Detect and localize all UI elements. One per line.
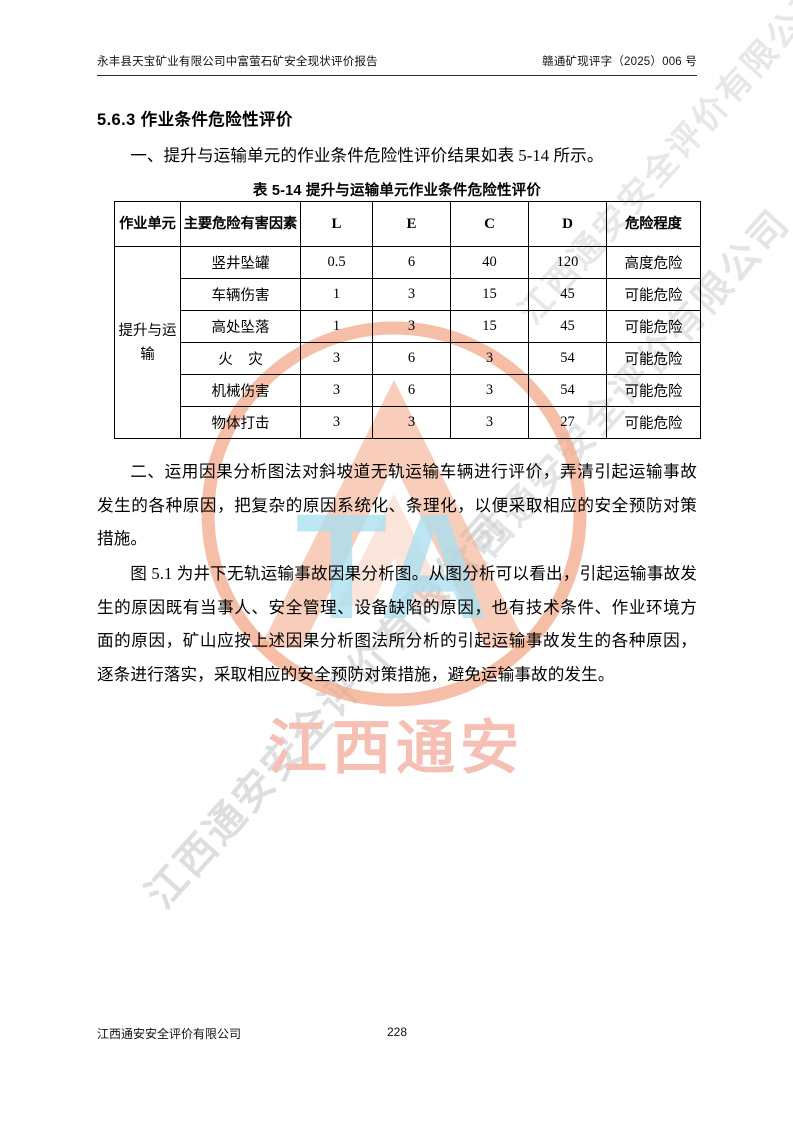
cell-c: 40 [450, 246, 529, 279]
cell-d: 54 [528, 342, 607, 375]
table-row: 提升与运输 竖井坠罐 0.5 6 40 120 高度危险 [114, 246, 701, 439]
cell-l: 3 [300, 342, 373, 375]
table-row: 物体打击 3 3 3 27 可能危险 [115, 406, 701, 439]
column-header-level: 危险程度 [606, 201, 701, 247]
cell-factor: 高处坠落 [180, 310, 301, 343]
cell-risk-level: 可能危险 [606, 406, 701, 439]
cell-risk-level: 高度危险 [606, 246, 701, 279]
cell-e: 3 [372, 278, 451, 311]
cell-c: 3 [450, 374, 529, 407]
cell-e: 6 [372, 374, 451, 407]
cell-d: 120 [528, 246, 607, 279]
header-report-title: 永丰县天宝矿业有限公司中富萤石矿安全现状评价报告 [97, 56, 378, 68]
column-header-e: E [372, 201, 451, 247]
table-caption: 表 5-14 提升与运输单元作业条件危险性评价 [252, 183, 542, 199]
cell-d: 54 [528, 374, 607, 407]
paragraph-three: 图 5.1 为井下无轨运输事故因果分析图。从图分析可以看出，引起运输事故发生的原… [97, 564, 697, 684]
cell-c: 3 [450, 406, 529, 439]
cell-d: 27 [528, 406, 607, 439]
cell-factor: 机械伤害 [180, 374, 301, 407]
cell-risk-level: 可能危险 [606, 374, 701, 407]
table-row: 车辆伤害 1 3 15 45 可能危险 [115, 278, 701, 311]
cell-l: 1 [300, 310, 373, 343]
column-header-d: D [528, 201, 607, 247]
header-document-number: 赣通矿现评字（2025）006 号 [542, 56, 697, 68]
cell-factor: 竖井坠罐 [180, 246, 301, 279]
cell-risk-level: 可能危险 [606, 342, 701, 375]
cell-e: 6 [372, 342, 451, 375]
cell-e: 3 [372, 406, 451, 439]
header-divider [97, 75, 697, 76]
footer-company: 江西通安安全评价有限公司 [97, 1027, 242, 1041]
column-header-unit: 作业单元 [114, 201, 181, 247]
page-header: 永丰县天宝矿业有限公司中富萤石矿安全现状评价报告 赣通矿现评字（2025）006… [97, 53, 697, 69]
cell-e: 3 [372, 310, 451, 343]
cell-l: 1 [300, 278, 373, 311]
column-header-l: L [300, 201, 373, 247]
column-header-factor: 主要危险有害因素 [180, 201, 301, 247]
cell-d: 45 [528, 278, 607, 311]
cell-risk-level: 可能危险 [606, 310, 701, 343]
table-row: 机械伤害 3 6 3 54 可能危险 [115, 374, 701, 407]
table-row: 火 灾 3 6 3 54 可能危险 [115, 342, 701, 375]
cell-c: 15 [450, 278, 529, 311]
cell-factor: 车辆伤害 [180, 278, 301, 311]
cell-c: 3 [450, 342, 529, 375]
cell-e: 6 [372, 246, 451, 279]
cell-factor: 物体打击 [180, 406, 301, 439]
cell-risk-level: 可能危险 [606, 278, 701, 311]
cell-d: 45 [528, 310, 607, 343]
risk-assessment-table: 作业单元 主要危险有害因素 L E C D 危险程度 提升与运输 竖井坠罐 0.… [114, 201, 701, 439]
paragraph-two: 二、运用因果分析图法对斜坡道无轨运输车辆进行评价，弄清引起运输事故发生的各种原因… [97, 462, 697, 548]
table-header-row: 作业单元 主要危险有害因素 L E C D 危险程度 [114, 201, 701, 247]
cell-c: 15 [450, 310, 529, 343]
table-row: 高处坠落 1 3 15 45 可能危险 [115, 310, 701, 343]
footer-page-number: 228 [386, 1025, 408, 1039]
cell-l: 0.5 [300, 246, 373, 279]
section-heading: 5.6.3 作业条件危险性评价 [97, 111, 293, 129]
cell-l: 3 [300, 406, 373, 439]
paragraph-one: 一、提升与运输单元的作业条件危险性评价结果如表 5-14 所示。 [130, 146, 604, 165]
cell-unit-merged: 提升与运输 [114, 246, 181, 439]
cell-l: 3 [300, 374, 373, 407]
cell-factor: 火 灾 [180, 342, 301, 375]
column-header-c: C [450, 201, 529, 247]
